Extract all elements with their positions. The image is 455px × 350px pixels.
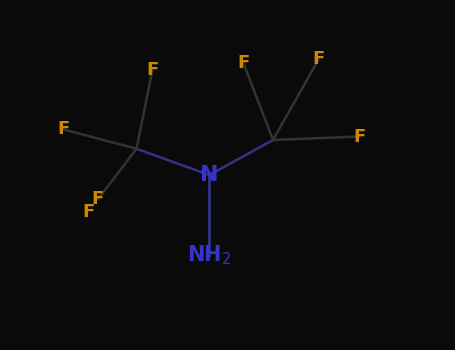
Text: N: N bbox=[200, 165, 218, 185]
Text: F: F bbox=[354, 127, 365, 146]
Text: F: F bbox=[147, 61, 158, 79]
Text: F: F bbox=[83, 203, 95, 221]
Text: F: F bbox=[238, 54, 249, 72]
Text: F: F bbox=[58, 120, 70, 139]
Text: F: F bbox=[92, 190, 104, 209]
Text: NH$_2$: NH$_2$ bbox=[187, 244, 232, 267]
Text: F: F bbox=[313, 50, 324, 69]
